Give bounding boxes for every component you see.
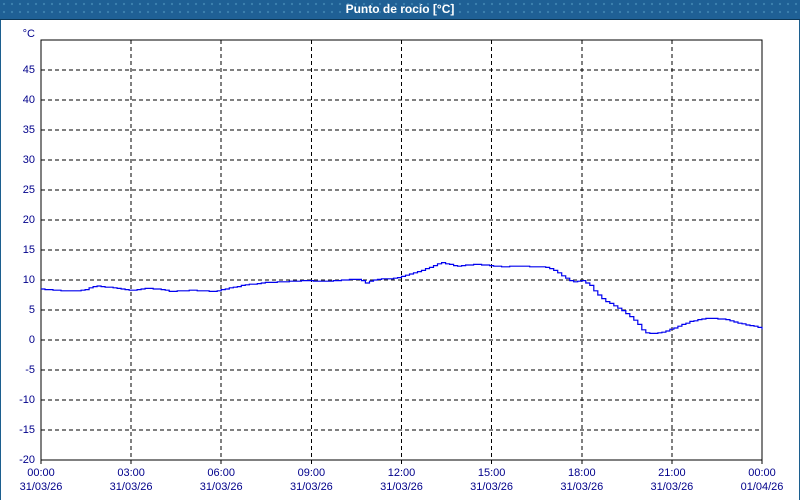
svg-text:31/03/26: 31/03/26: [380, 481, 423, 493]
svg-text:31/03/26: 31/03/26: [650, 481, 693, 493]
svg-text:30: 30: [23, 154, 35, 166]
svg-text:-5: -5: [25, 364, 35, 376]
svg-text:°C: °C: [23, 28, 35, 40]
svg-text:03:00: 03:00: [117, 467, 145, 479]
svg-text:31/03/26: 31/03/26: [110, 481, 153, 493]
svg-text:31/03/26: 31/03/26: [200, 481, 243, 493]
svg-text:06:00: 06:00: [207, 467, 235, 479]
svg-text:35: 35: [23, 124, 35, 136]
svg-text:31/03/26: 31/03/26: [560, 481, 603, 493]
svg-text:18:00: 18:00: [568, 467, 596, 479]
svg-text:5: 5: [29, 304, 35, 316]
svg-text:-20: -20: [19, 454, 35, 466]
svg-text:45: 45: [23, 64, 35, 76]
svg-text:40: 40: [23, 94, 35, 106]
svg-text:31/03/26: 31/03/26: [290, 481, 333, 493]
svg-text:25: 25: [23, 184, 35, 196]
svg-text:15: 15: [23, 244, 35, 256]
svg-text:01/04/26: 01/04/26: [741, 481, 784, 493]
svg-text:-10: -10: [19, 394, 35, 406]
svg-text:00:00: 00:00: [748, 467, 776, 479]
svg-text:12:00: 12:00: [388, 467, 416, 479]
svg-text:21:00: 21:00: [658, 467, 686, 479]
svg-text:00:00: 00:00: [27, 467, 55, 479]
svg-text:20: 20: [23, 214, 35, 226]
svg-text:31/03/26: 31/03/26: [20, 481, 63, 493]
svg-text:31/03/26: 31/03/26: [470, 481, 513, 493]
svg-text:09:00: 09:00: [298, 467, 326, 479]
svg-text:-15: -15: [19, 424, 35, 436]
svg-text:15:00: 15:00: [478, 467, 506, 479]
svg-text:10: 10: [23, 274, 35, 286]
svg-text:0: 0: [29, 334, 35, 346]
